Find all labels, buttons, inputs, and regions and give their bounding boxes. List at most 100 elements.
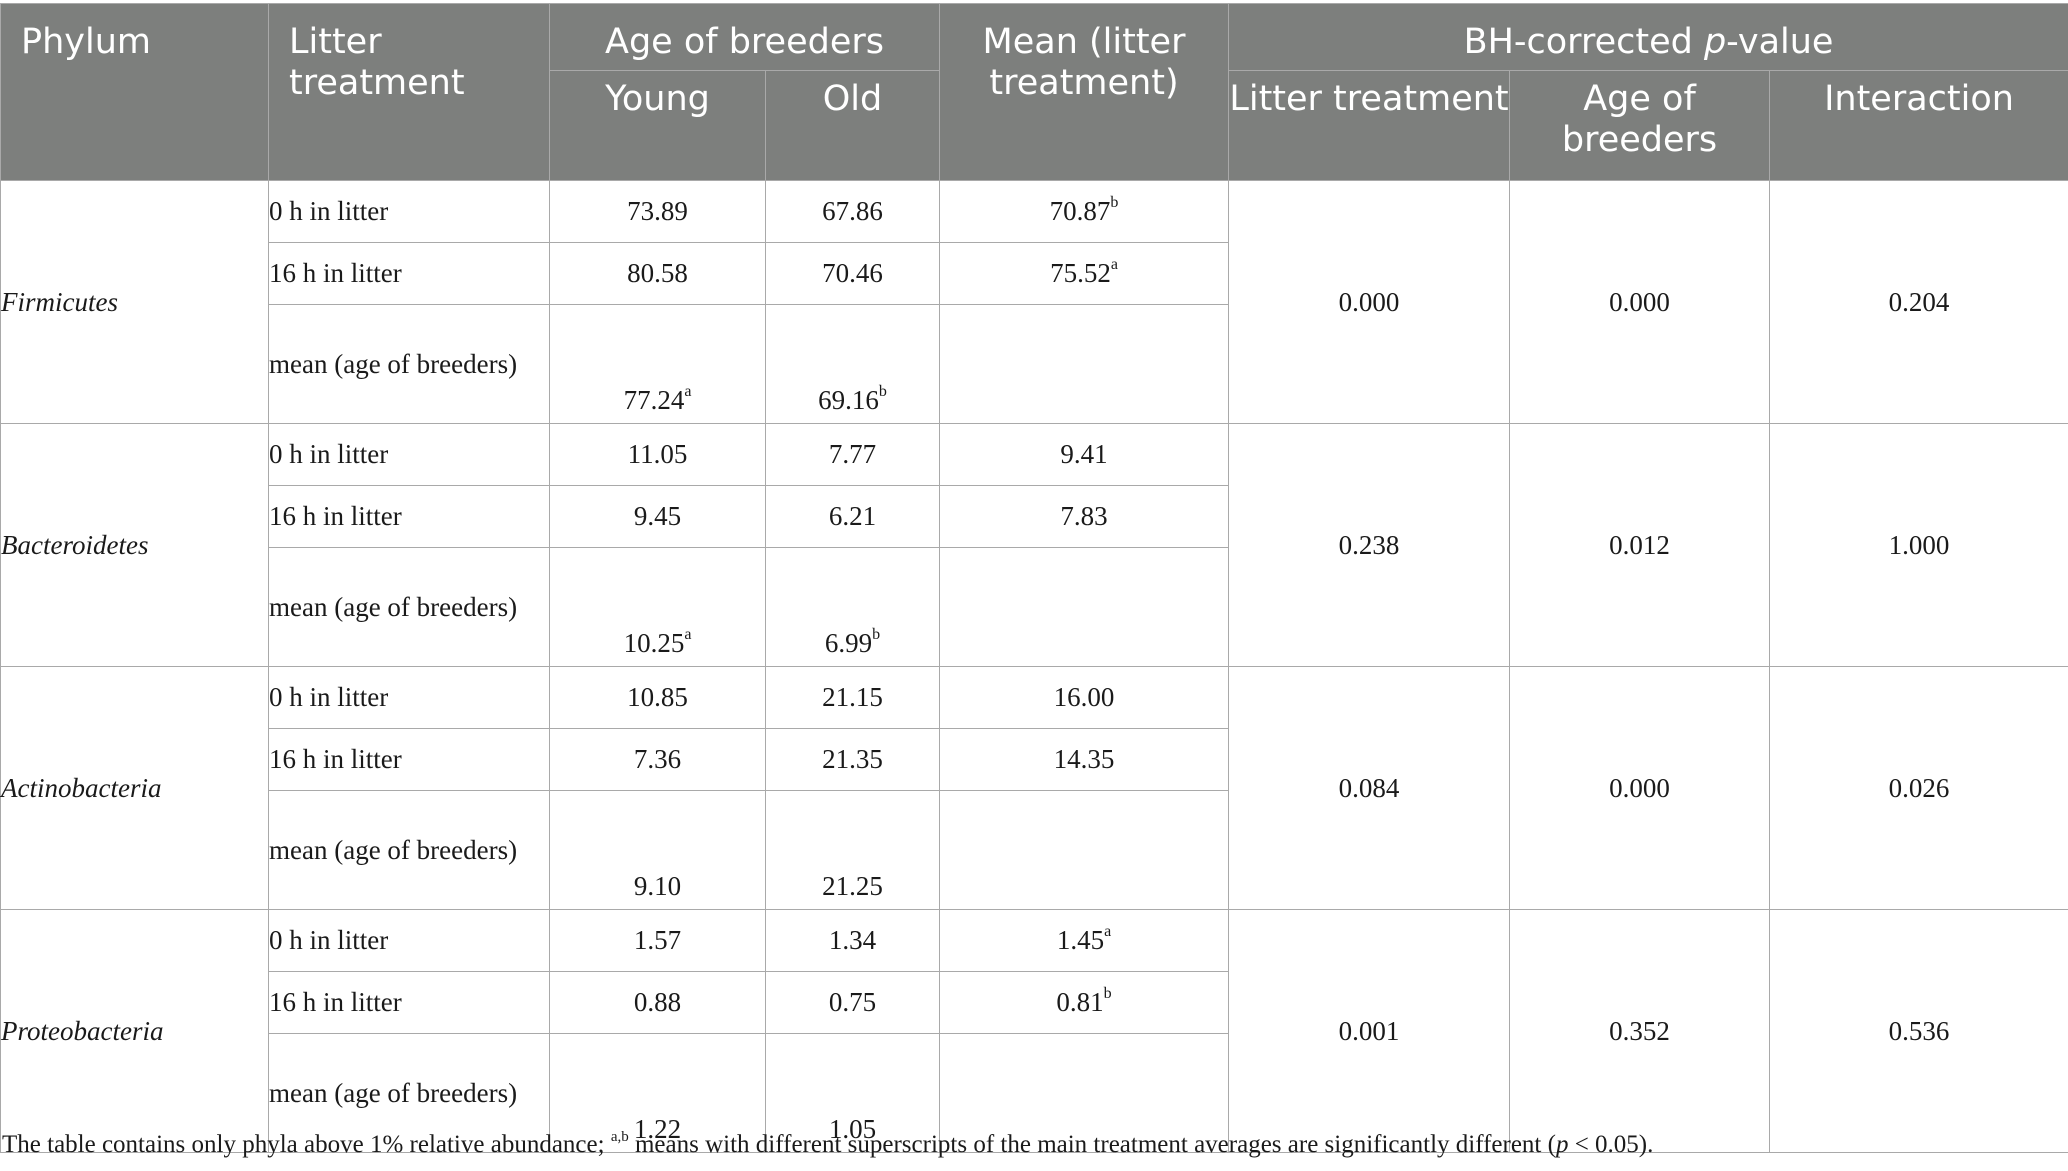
- mean-value-cell: 9.41: [939, 423, 1229, 486]
- p-value-age-cell: 0.012: [1509, 423, 1770, 667]
- header-bh-corrected-p-value: BH-corrected p-value: [1227, 3, 2068, 71]
- mean-superscript: a: [1110, 256, 1118, 273]
- old-superscript: b: [878, 383, 887, 400]
- mean-value: 70.87: [1049, 196, 1111, 226]
- p-value-age-cell: 0.000: [1509, 180, 1770, 424]
- old-value-cell: 6.21: [765, 485, 940, 548]
- young-value-cell: 80.58: [549, 242, 766, 305]
- old-value-cell: 70.46: [765, 242, 940, 305]
- mean-value-cell: [939, 790, 1229, 910]
- p-value-interaction-cell: 0.536: [1768, 909, 2068, 1153]
- header-age-of-breeders: Age of breeders: [549, 3, 940, 71]
- young-value: 0.88: [633, 987, 682, 1017]
- litter-label-cell: mean (age of breeders): [268, 547, 550, 667]
- mean-value: 7.83: [1060, 501, 1108, 531]
- old-value-cell: 69.16b: [765, 304, 940, 424]
- old-value-cell: 1.34: [765, 909, 940, 972]
- footnote-sup: a,b: [610, 1129, 629, 1145]
- mean-value: 75.52: [1050, 258, 1111, 288]
- header-pvalue-age-of-breeders: Age of breeders: [1509, 70, 1770, 181]
- young-value: 1.57: [633, 925, 682, 955]
- young-value: 80.58: [627, 258, 688, 288]
- mean-value-cell: [939, 1033, 1229, 1153]
- litter-label-cell: 16 h in litter: [268, 242, 550, 305]
- litter-label-cell: 16 h in litter: [268, 971, 550, 1034]
- header-phylum: Phylum: [0, 3, 269, 181]
- table-row: mean (age of breeders) 10.25a 6.99b: [1, 547, 2068, 667]
- phylum-cell: Firmicutes: [0, 180, 269, 424]
- mean-value-cell: 70.87b: [939, 180, 1229, 243]
- table-row: Bacteroidetes 0 h in litter 11.05 7.77 9.41 0…: [0, 423, 2068, 667]
- footnote-pre: The table contains only phyla above 1% r…: [2, 1131, 611, 1158]
- old-value: 6.99: [824, 628, 873, 658]
- litter-label-cell: 16 h in litter: [268, 485, 550, 548]
- p-value-litter-cell: 0.001: [1228, 909, 1510, 1153]
- p-value-litter-cell: 0.084: [1228, 666, 1510, 910]
- mean-value-cell: 0.81b: [939, 971, 1229, 1034]
- table-row: Proteobacteria 0 h in litter 1.57 1.34 1.45a…: [0, 909, 2068, 1153]
- young-value-cell: 9.45: [549, 485, 766, 548]
- young-superscript: a: [684, 383, 692, 400]
- litter-label-cell: 0 h in litter: [268, 180, 550, 243]
- table-row: mean (age of breeders) 9.10 21.25: [1, 790, 2068, 910]
- table-row: Firmicutes 0 h in litter 73.89 67.86 70.87b 0…: [0, 180, 2068, 424]
- mean-value: 9.41: [1060, 439, 1108, 469]
- old-value: 7.77: [828, 439, 877, 469]
- old-value: 21.25: [822, 871, 883, 901]
- table-row: mean (age of breeders) 1.22 1.05: [1, 1033, 2068, 1153]
- young-value-cell: 7.36: [549, 728, 766, 791]
- young-value: 9.45: [633, 501, 682, 531]
- young-value: 77.24: [623, 385, 685, 415]
- litter-label-cell: 16 h in litter: [268, 728, 550, 791]
- old-value-cell: 21.35: [765, 728, 940, 791]
- mean-value-cell: 1.45a: [939, 909, 1229, 972]
- young-value-cell: 1.22: [549, 1033, 766, 1153]
- p-value-age-cell: 0.000: [1509, 666, 1770, 910]
- table-footnote: The table contains only phyla above 1% r…: [2, 1129, 1654, 1159]
- mean-value-cell: 16.00: [939, 666, 1229, 729]
- mean-value-cell: 75.52a: [939, 242, 1229, 305]
- litter-label-cell: mean (age of breeders): [268, 790, 550, 910]
- p-value-interaction-cell: 1.000: [1768, 423, 2068, 667]
- results-table: Phylum Litter treatment Age of breeders …: [0, 3, 2068, 1153]
- p-value-age-cell: 0.352: [1509, 909, 1770, 1153]
- table-row: Actinobacteria 0 h in litter 10.85 21.15 16.…: [0, 666, 2068, 910]
- old-value-cell: 21.15: [765, 666, 940, 729]
- bh-prefix: BH-corrected: [1463, 22, 1704, 62]
- litter-label-cell: 0 h in litter: [268, 423, 550, 486]
- old-value: 67.86: [822, 196, 883, 226]
- header-mean-litter-treatment: Mean (litter treatment): [939, 3, 1229, 181]
- p-value-litter-cell: 0.238: [1228, 423, 1510, 667]
- phylum-cell: Actinobacteria: [0, 666, 269, 910]
- young-value: 10.25: [623, 628, 685, 658]
- young-value: 10.85: [627, 682, 688, 712]
- old-value: 21.35: [822, 744, 883, 774]
- phylum-cell: Proteobacteria: [0, 909, 269, 1153]
- footnote-p: p: [1555, 1131, 1569, 1158]
- old-value: 1.34: [828, 925, 877, 955]
- young-value: 9.10: [633, 871, 682, 901]
- old-value: 1.05: [828, 1114, 877, 1144]
- old-value: 69.16: [818, 385, 879, 415]
- p-value-interaction-cell: 0.204: [1768, 180, 2068, 424]
- young-value: 73.89: [627, 196, 688, 226]
- table-row: 16 h in litter 7.36 21.35 14.35: [1, 728, 2068, 791]
- header-young: Young: [549, 70, 766, 181]
- litter-label-cell: mean (age of breeders): [268, 1033, 550, 1153]
- footnote-post: < 0.05).: [1568, 1131, 1654, 1158]
- mean-superscript: a: [1104, 923, 1112, 940]
- litter-label-cell: 0 h in litter: [268, 666, 550, 729]
- young-value-cell: 9.10: [549, 790, 766, 910]
- young-value-cell: 1.57: [549, 909, 766, 972]
- p-value-litter-cell: 0.000: [1228, 180, 1510, 424]
- footnote-mid: means with different superscripts of the…: [628, 1131, 1556, 1158]
- mean-value-cell: [939, 547, 1229, 667]
- mean-value-cell: 14.35: [939, 728, 1229, 791]
- table-body: Firmicutes 0 h in litter 73.89 67.86 70.87b 0…: [0, 180, 2068, 1153]
- old-value: 70.46: [822, 258, 883, 288]
- bh-p: p: [1703, 22, 1727, 62]
- mean-value-cell: [939, 304, 1229, 424]
- old-value: 0.75: [828, 987, 877, 1017]
- old-value-cell: 21.25: [765, 790, 940, 910]
- litter-label-cell: 0 h in litter: [268, 909, 550, 972]
